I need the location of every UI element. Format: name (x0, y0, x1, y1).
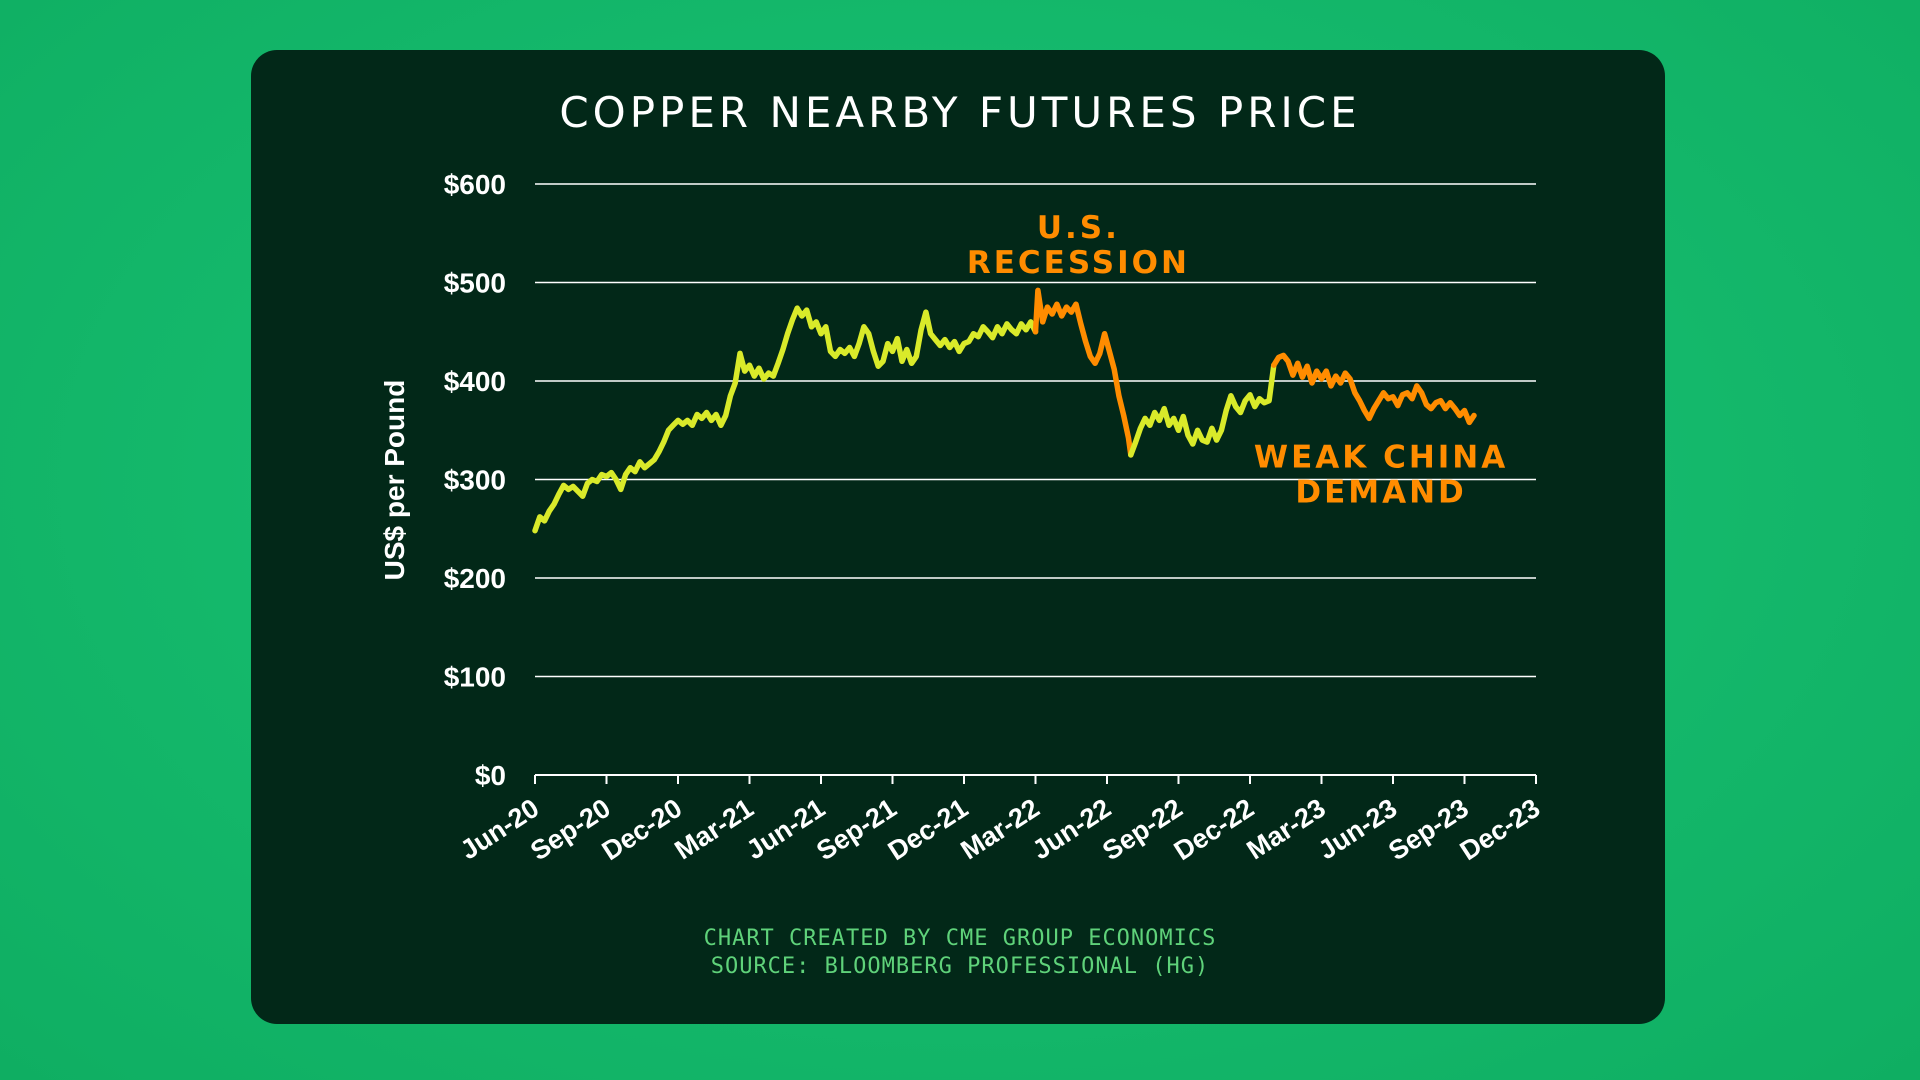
x-tick-label: Dec-20 (597, 793, 688, 866)
y-tick-label: $600 (444, 169, 506, 200)
series-segment-3 (1128, 362, 1277, 458)
annotation-text: WEAK CHINA (1254, 440, 1508, 476)
x-tick-label: Jun-22 (1027, 793, 1116, 866)
annotation-text: U.S. (1037, 210, 1120, 246)
x-tick-label: Dec-23 (1455, 793, 1546, 866)
x-tick-label: Mar-23 (1241, 793, 1330, 866)
x-tick-label: Sep-22 (1097, 793, 1188, 866)
x-tick-label: Sep-23 (1383, 793, 1474, 866)
chart-source: SOURCE: BLOOMBERG PROFESSIONAL (HG) (710, 954, 1210, 979)
x-tick-label: Sep-20 (525, 793, 616, 866)
x-tick-label: Jun-20 (455, 793, 544, 866)
y-tick-label: $500 (444, 268, 506, 299)
y-axis-label: US$ per Pound (379, 380, 410, 581)
grid-lines (535, 183, 1536, 678)
series-segment-4 (1271, 352, 1477, 426)
axes (534, 774, 1537, 784)
x-tick-label: Sep-21 (811, 793, 902, 866)
x-tick-label: Mar-22 (955, 793, 1044, 866)
y-tick-label: $100 (444, 662, 506, 693)
chart-panel (251, 50, 1665, 1024)
annotation-text: RECESSION (967, 245, 1190, 281)
x-tick-label: Dec-21 (883, 793, 974, 866)
y-tick-label: $0 (475, 760, 506, 791)
chart-credit: CHART CREATED BY CME GROUP ECONOMICS (703, 926, 1217, 951)
series-segment-1 (532, 305, 1039, 534)
y-tick-labels: $0 $100 $200 $300 $400 $500 $600 (444, 169, 506, 791)
series-lines (532, 287, 1477, 534)
x-tick-label: Jun-23 (1313, 793, 1402, 866)
chart-title: COPPER NEARBY FUTURES PRICE (559, 88, 1361, 137)
x-tick-labels: Jun-20Sep-20Dec-20Mar-21Jun-21Sep-21Dec-… (455, 793, 1545, 866)
annotation-text: DEMAND (1295, 475, 1466, 511)
x-tick-label: Jun-21 (741, 793, 830, 866)
y-tick-label: $400 (444, 366, 506, 397)
x-tick-label: Mar-21 (669, 793, 758, 866)
y-tick-label: $200 (444, 563, 506, 594)
y-tick-label: $300 (444, 465, 506, 496)
x-tick-label: Dec-22 (1169, 793, 1260, 866)
series-segment-2 (1032, 287, 1134, 458)
